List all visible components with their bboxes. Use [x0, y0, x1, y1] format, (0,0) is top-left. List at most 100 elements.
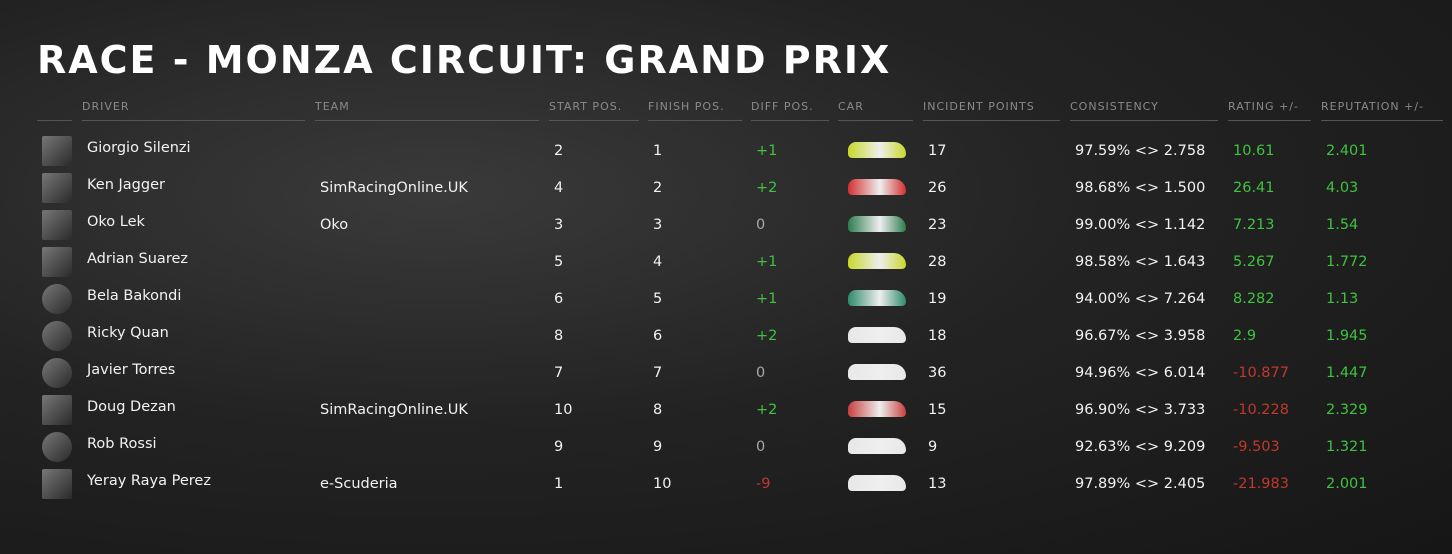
- rating-cell: -9.503: [1233, 439, 1280, 455]
- start-cell: 5: [554, 254, 564, 270]
- incidents-cell: 28: [928, 254, 947, 270]
- avatar: [42, 432, 72, 462]
- incidents-cell: 18: [928, 328, 947, 344]
- diff-cell: 0: [756, 365, 766, 381]
- incidents-cell: 19: [928, 291, 947, 307]
- team-cell: SimRacingOnline.UK: [320, 180, 468, 196]
- driver-cell: Giorgio Silenzi: [87, 140, 191, 156]
- car-icon: [848, 142, 906, 158]
- incidents-cell: 9: [928, 439, 938, 455]
- team-cell: e-Scuderia: [320, 476, 398, 492]
- reputation-cell: 2.329: [1326, 402, 1368, 418]
- rating-cell: 2.9: [1233, 328, 1257, 344]
- reputation-cell: 2.001: [1326, 476, 1368, 492]
- rating-cell: 5.267: [1233, 254, 1275, 270]
- consistency-cell: 94.96% <> 6.014: [1075, 365, 1206, 381]
- avatar: [42, 284, 72, 314]
- team-cell: Oko: [320, 217, 349, 233]
- column-header: INCIDENT POINTS: [923, 100, 1060, 121]
- rating-cell: 10.61: [1233, 143, 1275, 159]
- incidents-cell: 23: [928, 217, 947, 233]
- car-icon: [848, 364, 906, 380]
- avatar: [42, 247, 72, 277]
- car-icon: [848, 253, 906, 269]
- driver-cell: Bela Bakondi: [87, 288, 182, 304]
- car-icon: [848, 438, 906, 454]
- car-icon: [848, 475, 906, 491]
- consistency-cell: 97.89% <> 2.405: [1075, 476, 1206, 492]
- diff-cell: +1: [756, 254, 778, 270]
- consistency-cell: 94.00% <> 7.264: [1075, 291, 1206, 307]
- rating-cell: 8.282: [1233, 291, 1275, 307]
- finish-cell: 3: [653, 217, 663, 233]
- avatar: [42, 136, 72, 166]
- finish-cell: 9: [653, 439, 663, 455]
- column-header: REPUTATION +/-: [1321, 100, 1443, 121]
- consistency-cell: 92.63% <> 9.209: [1075, 439, 1206, 455]
- reputation-cell: 4.03: [1326, 180, 1359, 196]
- driver-cell: Ricky Quan: [87, 325, 169, 341]
- avatar: [42, 210, 72, 240]
- rating-cell: -10.228: [1233, 402, 1289, 418]
- diff-cell: +2: [756, 402, 778, 418]
- avatar: [42, 358, 72, 388]
- finish-cell: 6: [653, 328, 663, 344]
- diff-cell: 0: [756, 217, 766, 233]
- consistency-cell: 96.67% <> 3.958: [1075, 328, 1206, 344]
- start-cell: 10: [554, 402, 573, 418]
- finish-cell: 1: [653, 143, 663, 159]
- driver-cell: Ken Jagger: [87, 177, 165, 193]
- column-header: DRIVER: [82, 100, 305, 121]
- incidents-cell: 36: [928, 365, 947, 381]
- driver-cell: Oko Lek: [87, 214, 145, 230]
- incidents-cell: 26: [928, 180, 947, 196]
- header-avatar: [37, 100, 72, 121]
- page-title: RACE - MONZA CIRCUIT: GRAND PRIX: [37, 38, 892, 82]
- reputation-cell: 1.772: [1326, 254, 1368, 270]
- start-cell: 3: [554, 217, 564, 233]
- finish-cell: 5: [653, 291, 663, 307]
- consistency-cell: 98.68% <> 1.500: [1075, 180, 1206, 196]
- start-cell: 2: [554, 143, 564, 159]
- finish-cell: 2: [653, 180, 663, 196]
- car-icon: [848, 290, 906, 306]
- consistency-cell: 99.00% <> 1.142: [1075, 217, 1206, 233]
- incidents-cell: 13: [928, 476, 947, 492]
- car-icon: [848, 216, 906, 232]
- reputation-cell: 1.321: [1326, 439, 1368, 455]
- column-header: START POS.: [549, 100, 639, 121]
- diff-cell: +2: [756, 180, 778, 196]
- car-icon: [848, 179, 906, 195]
- driver-cell: Yeray Raya Perez: [87, 473, 211, 489]
- diff-cell: +1: [756, 143, 778, 159]
- incidents-cell: 17: [928, 143, 947, 159]
- start-cell: 6: [554, 291, 564, 307]
- avatar: [42, 469, 72, 499]
- finish-cell: 4: [653, 254, 663, 270]
- diff-cell: +1: [756, 291, 778, 307]
- start-cell: 1: [554, 476, 564, 492]
- car-icon: [848, 401, 906, 417]
- reputation-cell: 1.54: [1326, 217, 1359, 233]
- team-cell: SimRacingOnline.UK: [320, 402, 468, 418]
- start-cell: 4: [554, 180, 564, 196]
- avatar: [42, 173, 72, 203]
- start-cell: 8: [554, 328, 564, 344]
- consistency-cell: 97.59% <> 2.758: [1075, 143, 1206, 159]
- consistency-cell: 98.58% <> 1.643: [1075, 254, 1206, 270]
- reputation-cell: 1.13: [1326, 291, 1359, 307]
- driver-cell: Rob Rossi: [87, 436, 157, 452]
- column-header: TEAM: [315, 100, 539, 121]
- incidents-cell: 15: [928, 402, 947, 418]
- start-cell: 7: [554, 365, 564, 381]
- avatar: [42, 395, 72, 425]
- diff-cell: -9: [756, 476, 771, 492]
- rating-cell: -21.983: [1233, 476, 1289, 492]
- finish-cell: 8: [653, 402, 663, 418]
- car-icon: [848, 327, 906, 343]
- rating-cell: -10.877: [1233, 365, 1289, 381]
- avatar: [42, 321, 72, 351]
- consistency-cell: 96.90% <> 3.733: [1075, 402, 1206, 418]
- rating-cell: 26.41: [1233, 180, 1275, 196]
